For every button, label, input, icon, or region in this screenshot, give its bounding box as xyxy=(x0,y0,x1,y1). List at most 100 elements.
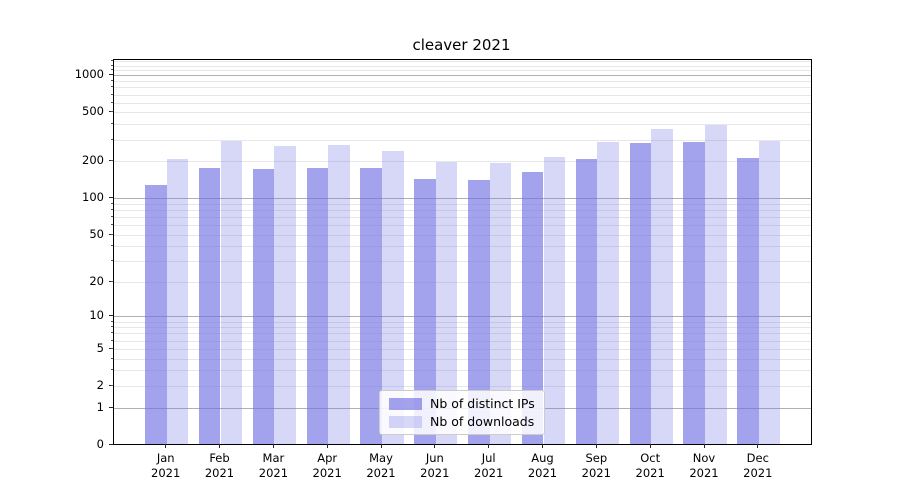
bar-downloads xyxy=(489,163,512,444)
bar-downloads xyxy=(220,140,243,444)
x-tick-mark xyxy=(326,444,328,448)
gridline-minor xyxy=(114,261,811,263)
y-minor-tick-mark xyxy=(110,233,113,235)
gridline-major xyxy=(114,75,811,77)
y-minor-tick-mark xyxy=(110,60,113,62)
x-tick-label: Jan 2021 xyxy=(151,451,181,480)
gridline-minor xyxy=(114,224,811,226)
bar-downloads xyxy=(597,141,619,444)
y-tick-mark xyxy=(109,74,113,76)
y-tick-mark xyxy=(109,443,113,445)
bar-distinct-ips xyxy=(198,168,221,444)
gridline-minor xyxy=(114,94,811,96)
gridline-minor xyxy=(114,385,811,387)
x-tick-label: Sep 2021 xyxy=(581,451,611,480)
bar-downloads xyxy=(166,158,189,444)
bar-distinct-ips xyxy=(468,180,490,444)
y-tick-label: 0 xyxy=(96,436,104,451)
x-tick-label: Dec 2021 xyxy=(743,451,773,480)
y-tick-label: 50 xyxy=(89,226,104,241)
y-tick-label: 20 xyxy=(89,273,104,288)
bar-distinct-ips xyxy=(252,169,275,444)
bar-distinct-ips xyxy=(145,184,167,444)
y-tick-label: 200 xyxy=(82,153,104,168)
bar-downloads xyxy=(382,151,404,444)
x-tick-mark xyxy=(595,444,597,448)
x-tick-mark xyxy=(219,444,220,448)
legend-label-distinct-ips: Nb of distinct IPs xyxy=(430,396,535,411)
bar-distinct-ips xyxy=(306,167,329,444)
gridline-minor xyxy=(114,321,811,323)
bar-distinct-ips xyxy=(521,171,544,444)
y-minor-tick-mark xyxy=(110,339,113,341)
y-minor-tick-mark xyxy=(110,320,113,322)
x-tick-mark xyxy=(703,444,705,448)
gridline-minor xyxy=(114,112,811,114)
gridline-minor xyxy=(114,234,811,236)
y-minor-tick-mark xyxy=(110,69,113,71)
legend-label-downloads: Nb of downloads xyxy=(430,414,535,429)
gridline-minor xyxy=(114,333,811,335)
x-tick-mark xyxy=(272,444,274,448)
bar-downloads xyxy=(651,128,673,444)
y-minor-tick-mark xyxy=(110,215,113,217)
y-minor-tick-mark xyxy=(110,347,113,349)
y-minor-tick-mark xyxy=(110,332,113,334)
bar-distinct-ips xyxy=(575,159,598,444)
x-tick-label: Jul 2021 xyxy=(474,451,504,480)
plot-area xyxy=(113,59,812,445)
gridline-minor xyxy=(114,139,811,141)
y-tick-label: 2 xyxy=(96,377,104,392)
y-minor-tick-mark xyxy=(110,208,113,210)
gridline-minor xyxy=(114,70,811,72)
legend-swatch-downloads xyxy=(389,416,422,428)
x-tick-label: May 2021 xyxy=(366,451,396,480)
gridline-minor xyxy=(114,281,811,283)
y-minor-tick-mark xyxy=(110,64,113,66)
x-tick-label: Apr 2021 xyxy=(312,451,342,480)
bar-distinct-ips xyxy=(629,143,652,444)
y-minor-tick-mark xyxy=(110,384,113,386)
y-minor-tick-mark xyxy=(110,138,113,140)
gridline-minor xyxy=(114,358,811,360)
gridline-minor xyxy=(114,203,811,205)
x-tick-mark xyxy=(488,444,490,448)
y-tick-mark xyxy=(109,315,113,317)
x-tick-label: Feb 2021 xyxy=(204,451,235,480)
y-tick-mark xyxy=(109,406,113,408)
gridline-minor xyxy=(114,161,811,163)
y-minor-tick-mark xyxy=(110,260,113,262)
gridline-minor xyxy=(114,87,811,89)
gridline-minor xyxy=(114,370,811,372)
gridline-minor xyxy=(114,327,811,329)
y-minor-tick-mark xyxy=(110,280,113,282)
x-tick-label: Mar 2021 xyxy=(258,451,289,480)
y-tick-mark xyxy=(109,197,113,198)
bar-distinct-ips xyxy=(737,157,759,444)
y-minor-tick-mark xyxy=(110,326,113,328)
y-tick-label: 10 xyxy=(89,308,104,323)
y-tick-label: 100 xyxy=(82,190,104,204)
y-tick-label: 5 xyxy=(96,340,104,355)
y-minor-tick-mark xyxy=(110,160,113,162)
y-minor-tick-mark xyxy=(110,123,113,125)
y-minor-tick-mark xyxy=(110,101,113,103)
y-minor-tick-mark xyxy=(110,86,113,88)
legend-item-distinct-ips: Nb of distinct IPs xyxy=(389,397,535,411)
gridline-minor xyxy=(114,216,811,218)
y-tick-label: 1000 xyxy=(74,67,104,82)
gridline-minor xyxy=(114,102,811,104)
gridline-minor xyxy=(114,61,811,63)
legend: Nb of distinct IPs Nb of downloads xyxy=(379,390,545,435)
bar-distinct-ips xyxy=(414,179,436,444)
bar-downloads xyxy=(543,157,566,444)
bar-distinct-ips xyxy=(360,168,382,444)
gridline-minor xyxy=(114,124,811,126)
bar-downloads xyxy=(274,145,297,444)
gridline-major xyxy=(114,198,811,199)
gridline-minor xyxy=(114,340,811,342)
gridline-minor xyxy=(114,348,811,350)
y-tick-label: 500 xyxy=(82,104,104,119)
x-tick-mark xyxy=(542,444,543,448)
